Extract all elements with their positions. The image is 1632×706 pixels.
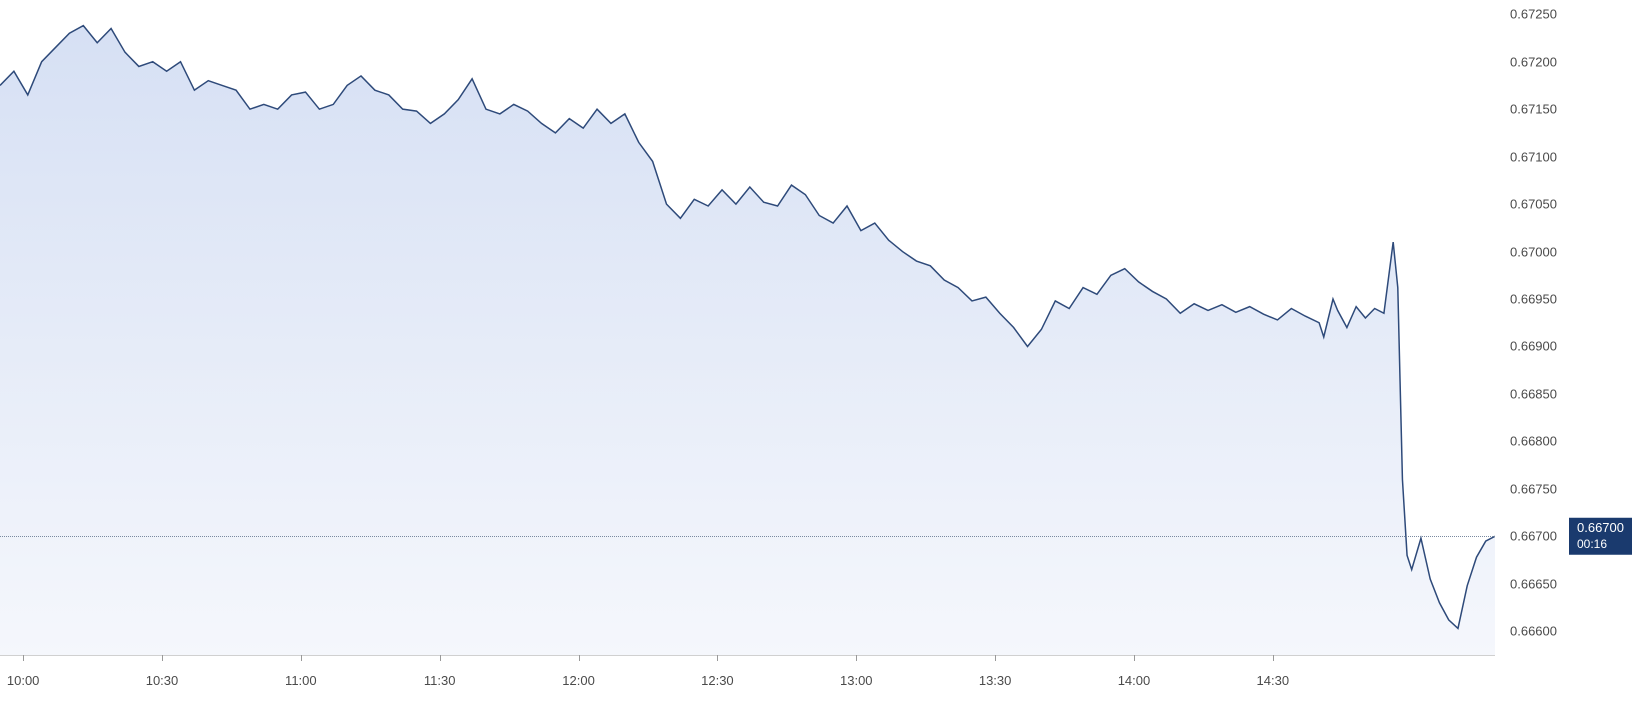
y-axis: 0.67250 0.67200 0.67150 0.67100 0.67050 0.670… — [1495, 0, 1632, 655]
price-line-chart — [0, 0, 1495, 655]
y-tick-label: 0.67000 — [1510, 244, 1557, 259]
y-tick-label: 0.67100 — [1510, 149, 1557, 164]
x-tick-label: 12:30 — [701, 673, 734, 688]
x-tick-label: 11:00 — [285, 673, 317, 688]
current-price-value: 0.66700 — [1577, 520, 1624, 537]
current-price-badge: 0.66700 00:16 — [1569, 518, 1632, 554]
y-tick-label: 0.66600 — [1510, 624, 1557, 639]
y-tick-label: 0.66700 — [1510, 529, 1557, 544]
y-tick-label: 0.67200 — [1510, 54, 1557, 69]
y-tick-label: 0.67250 — [1510, 7, 1557, 22]
y-tick-label: 0.67150 — [1510, 102, 1557, 117]
x-tick-mark — [162, 655, 163, 661]
y-tick-label: 0.66950 — [1510, 292, 1557, 307]
countdown-timer: 00:16 — [1577, 537, 1624, 553]
x-tick-mark — [856, 655, 857, 661]
x-axis: 10:00 10:30 11:00 11:30 12:00 12:30 13:00 13:30… — [0, 655, 1495, 706]
x-tick-mark — [1273, 655, 1274, 661]
x-tick-mark — [1134, 655, 1135, 661]
x-tick-mark — [301, 655, 302, 661]
current-price-line — [0, 536, 1495, 537]
x-tick-label: 14:30 — [1257, 673, 1290, 688]
x-tick-label: 10:00 — [7, 673, 40, 688]
x-tick-mark — [23, 655, 24, 661]
y-tick-label: 0.66750 — [1510, 481, 1557, 496]
x-tick-mark — [717, 655, 718, 661]
x-tick-mark — [440, 655, 441, 661]
y-tick-label: 0.66900 — [1510, 339, 1557, 354]
plot-area[interactable] — [0, 0, 1495, 655]
x-tick-mark — [995, 655, 996, 661]
x-tick-label: 12:00 — [562, 673, 595, 688]
price-chart-container[interactable]: 0.67250 0.67200 0.67150 0.67100 0.67050 0.670… — [0, 0, 1632, 706]
x-tick-mark — [579, 655, 580, 661]
x-tick-label: 11:30 — [424, 673, 456, 688]
x-tick-label: 13:30 — [979, 673, 1012, 688]
x-tick-label: 10:30 — [146, 673, 179, 688]
y-tick-label: 0.67050 — [1510, 197, 1557, 212]
x-tick-label: 14:00 — [1118, 673, 1151, 688]
x-axis-line — [0, 655, 1495, 656]
y-tick-label: 0.66650 — [1510, 576, 1557, 591]
x-tick-label: 13:00 — [840, 673, 873, 688]
y-tick-label: 0.66850 — [1510, 386, 1557, 401]
y-tick-label: 0.66800 — [1510, 434, 1557, 449]
